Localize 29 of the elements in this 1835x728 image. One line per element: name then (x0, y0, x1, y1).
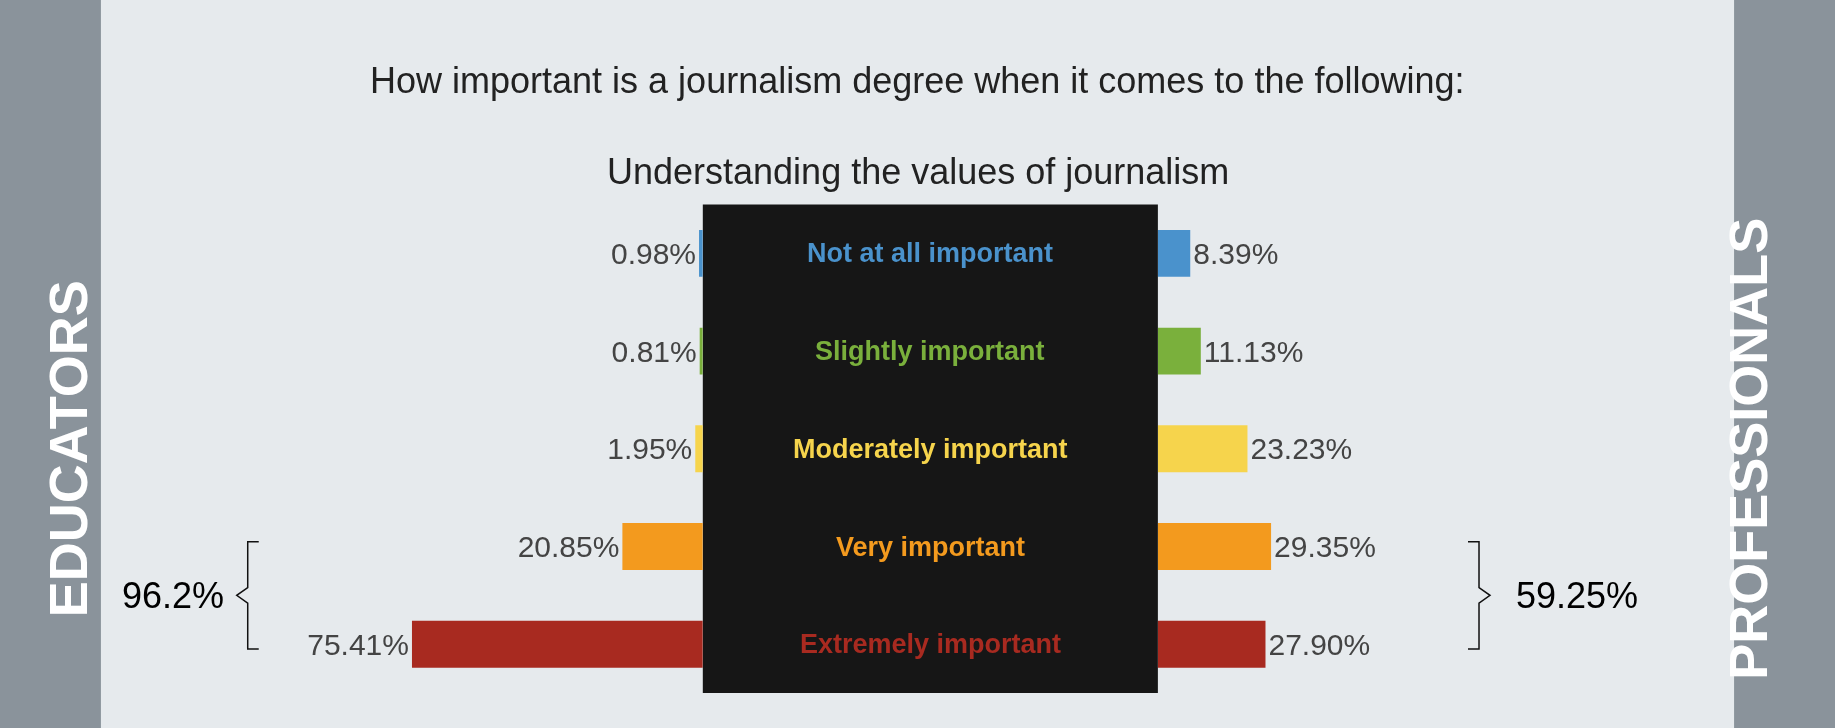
data-label: 27.90% (1268, 627, 1371, 661)
data-label: 1.95% (607, 432, 693, 466)
data-label: 29.35% (1274, 530, 1376, 564)
data-label: 0.98% (610, 236, 697, 270)
data-label: 23.23% (1250, 432, 1353, 466)
y-tick-label: Moderately important (793, 434, 1068, 464)
bar (695, 425, 703, 473)
y-tick-label: Extremely important (800, 629, 1062, 659)
y-axis-title: PROFESSIONALS (1717, 217, 1778, 680)
data-label: 20.85% (517, 530, 620, 564)
y-axis-title: EDUCATORS (38, 280, 99, 618)
y-tick-label: Slightly important (815, 336, 1045, 366)
data-label: 8.39% (1193, 236, 1279, 270)
bar (1157, 523, 1272, 570)
bar (1157, 425, 1248, 473)
text: 96.2% (122, 575, 225, 616)
text: Understanding the values of journalism (607, 151, 1230, 192)
bar (411, 620, 703, 668)
y-tick-label: Very important (836, 532, 1026, 562)
data-label: 75.41% (307, 627, 409, 661)
y-tick-label: Not at all important (807, 238, 1054, 268)
data-label: 11.13% (1203, 334, 1304, 368)
bar (1157, 327, 1201, 375)
bar (1157, 620, 1266, 668)
bar (1157, 229, 1191, 277)
text: 59.25% (1516, 575, 1639, 616)
bar (622, 523, 703, 570)
data-label: 0.81% (611, 334, 697, 368)
text: How important is a journalism degree when it comes to the following: (370, 60, 1465, 101)
